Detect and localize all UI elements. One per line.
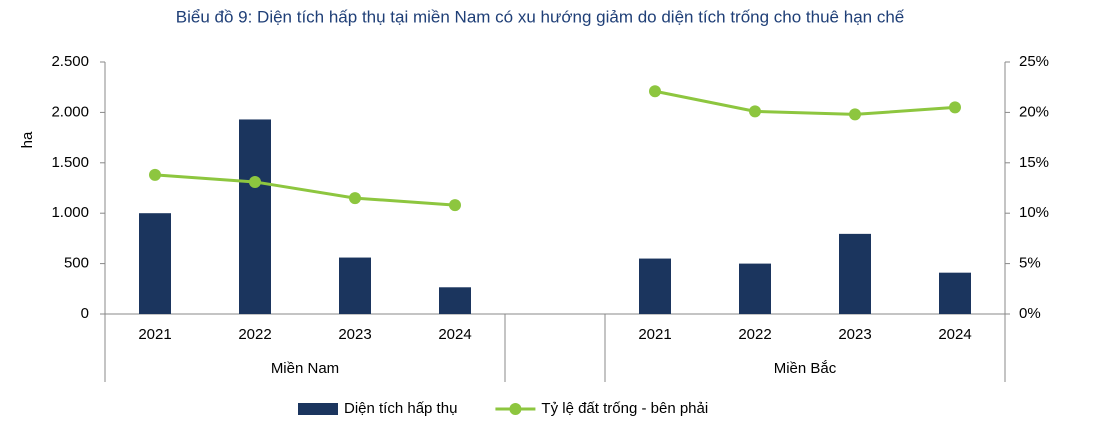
x-tick-label: 2023 [838,326,871,343]
x-tick-label: 2023 [338,326,371,343]
group-label: Miền Nam [271,360,339,377]
y2-tick-label: 10% [1019,204,1049,221]
line-marker [949,101,961,114]
line-marker [449,199,461,212]
legend-label: Diện tích hấp thụ [344,400,457,417]
x-tick-label: 2022 [238,326,271,343]
legend-swatch [298,403,338,415]
bar [239,119,271,315]
y-axis-label: ha [19,131,36,148]
y-tick-label: 1.500 [51,154,89,171]
line [154,173,456,207]
line-marker [749,105,761,118]
line-marker [649,85,661,98]
y2-tick-label: 15% [1019,154,1049,171]
x-tick-label: 2024 [938,326,971,343]
x-tick-label: 2021 [138,326,171,343]
bar [339,257,371,314]
y-tick-label: 0 [81,305,89,322]
line-marker [349,192,361,205]
y2-tick-label: 5% [1019,255,1041,272]
bar [739,263,771,314]
chart-title: Biểu đồ 9: Diện tích hấp thụ tại miền Na… [176,7,905,26]
line-marker [849,108,861,121]
x-tick-label: 2022 [738,326,771,343]
line-marker [249,175,261,188]
line-marker [149,168,161,181]
group-label: Miền Bắc [774,360,837,377]
legend-marker [509,403,522,415]
x-tick-label: 2021 [638,326,671,343]
y-tick-label: 500 [64,255,89,272]
bar [139,213,171,314]
y-tick-label: 2.000 [51,103,89,120]
x-tick-label: 2024 [438,326,471,343]
y2-tick-label: 25% [1019,53,1049,70]
legend-label: Tỷ lệ đất trống - bên phải [541,400,708,417]
bar [439,287,471,314]
y2-tick-label: 0% [1019,305,1041,322]
bar [639,258,671,314]
y-tick-label: 2.500 [51,53,89,70]
bar [939,272,971,314]
y2-tick-label: 20% [1019,103,1049,120]
y-tick-label: 1.000 [51,204,89,221]
line [654,89,956,116]
bar [839,233,871,314]
